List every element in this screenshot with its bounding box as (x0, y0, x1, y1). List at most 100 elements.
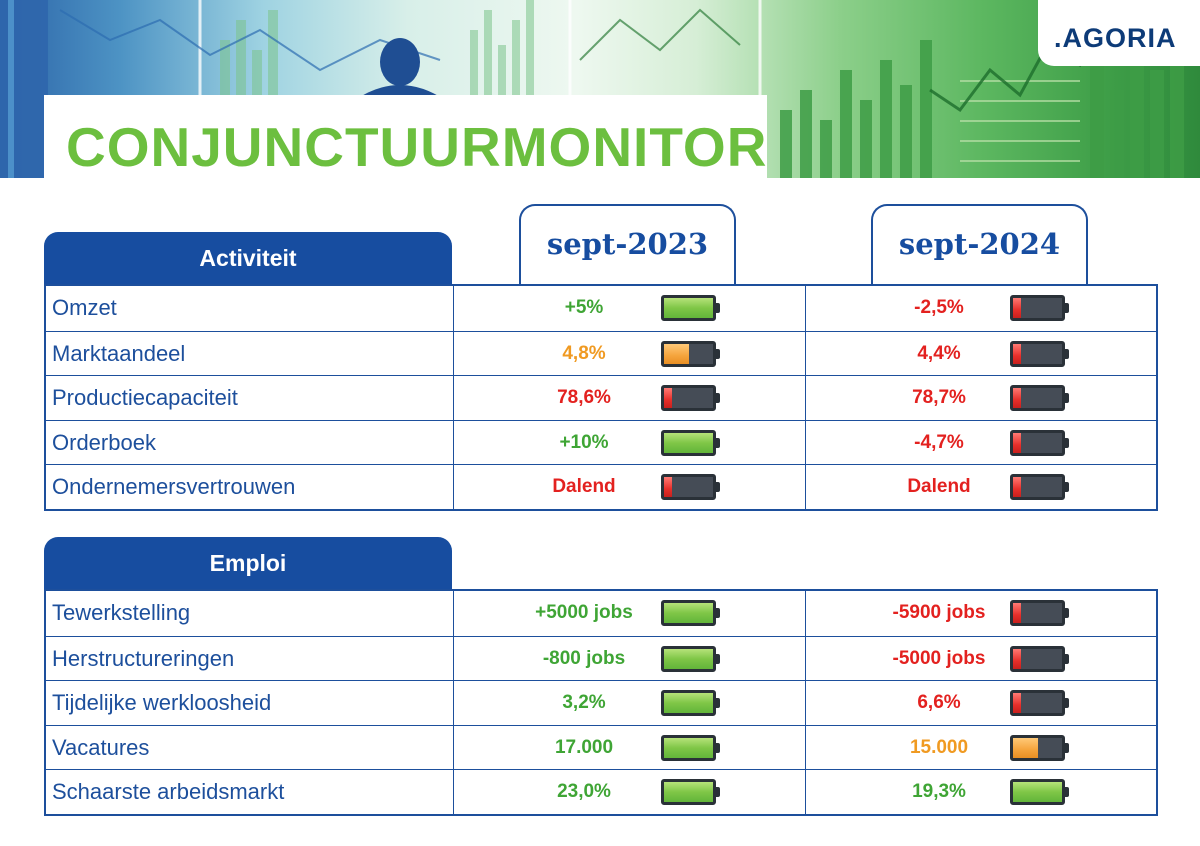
agoria-logo: .AGORIA (1054, 23, 1177, 53)
row-label-cell: Tewerkstelling (46, 591, 454, 636)
battery-fill (1013, 388, 1021, 409)
battery-fill (1013, 648, 1021, 669)
battery-fill (664, 388, 672, 409)
battery-low-icon (1010, 600, 1069, 626)
value-text: 23,0% (557, 781, 611, 803)
title-panel (44, 95, 767, 178)
value-text: 78,7% (912, 387, 966, 409)
value-text: 4,8% (562, 342, 606, 364)
row-label: Orderboek (52, 429, 156, 455)
battery-fill (664, 343, 689, 364)
row-label-cell: Vacatures (46, 725, 454, 770)
battery-full-icon (661, 779, 720, 806)
battery-full-icon (661, 429, 720, 456)
value-cell-sept-2023: 4,8% (454, 331, 806, 376)
value-cell-sept-2023: +5000 jobs (454, 591, 806, 636)
battery-low-icon (1010, 340, 1069, 367)
row-label-cell: Herstructureringen (46, 636, 454, 681)
battery-fill (664, 782, 713, 803)
battery-low-icon (661, 385, 720, 412)
value-cell-sept-2023: 3,2% (454, 681, 806, 725)
battery-low-icon (1010, 429, 1069, 456)
battery-fill (664, 298, 713, 318)
value-text: 6,6% (917, 692, 961, 714)
value-cell-sept-2024: 4,4% (806, 332, 1156, 376)
battery-fill (1013, 603, 1021, 623)
section-header-emploi: Emploi (44, 537, 452, 589)
battery-fill (664, 648, 713, 669)
value-cell-sept-2024: -4,7% (806, 421, 1156, 465)
table-row: Herstructureringen -800 jobs -5000 jobs (46, 635, 1156, 681)
value-text: 4,4% (917, 342, 961, 364)
value-text: 3,2% (562, 692, 606, 714)
battery-full-icon (1010, 779, 1069, 806)
battery-low-icon (661, 474, 720, 501)
value-cell-sept-2024: -2,5% (806, 286, 1156, 331)
row-label: Schaarste arbeidsmarkt (52, 779, 285, 805)
value-text: +5000 jobs (535, 602, 633, 623)
battery-half-icon (661, 340, 720, 367)
banner-illustration (0, 0, 1184, 178)
row-label-cell: Tijdelijke werkloosheid (46, 681, 454, 725)
period-tab-2024: sept-2024 (871, 204, 1088, 285)
row-label-cell: Productiecapaciteit (46, 376, 454, 420)
row-label: Tijdelijke werkloosheid (52, 690, 272, 716)
row-label: Omzet (52, 295, 117, 320)
period-tab-2023: sept-2023 (519, 204, 736, 285)
value-cell-sept-2023: 17.000 (454, 725, 806, 770)
battery-full-icon (661, 690, 720, 717)
battery-fill (664, 737, 713, 758)
battery-fill (664, 693, 713, 714)
battery-fill (1013, 693, 1021, 714)
value-cell-sept-2023: 23,0% (454, 770, 806, 814)
row-label: Tewerkstelling (52, 600, 191, 625)
section-header-activiteit: Activiteit (44, 232, 452, 284)
value-cell-sept-2024: 6,6% (806, 681, 1156, 725)
row-label-cell: Ondernemersvertrouwen (46, 465, 454, 509)
value-text: 78,6% (557, 387, 611, 409)
value-cell-sept-2023: +5% (454, 286, 806, 331)
battery-fill (1013, 737, 1038, 758)
battery-low-icon (1010, 295, 1069, 321)
table-row: Ondernemersvertrouwen Dalend Dalend (46, 464, 1156, 509)
value-cell-sept-2024: 19,3% (806, 770, 1156, 814)
battery-fill (664, 603, 713, 623)
value-text: -4,7% (914, 431, 964, 453)
table-row: Tijdelijke werkloosheid 3,2% 6,6% (46, 680, 1156, 725)
value-cell-sept-2024: 78,7% (806, 376, 1156, 420)
value-text: 15.000 (909, 736, 969, 758)
value-text: -5000 jobs (892, 647, 986, 669)
value-cell-sept-2023: +10% (454, 420, 806, 465)
value-cell-sept-2024: 15.000 (806, 726, 1156, 770)
row-label-cell: Marktaandeel (46, 331, 454, 376)
battery-low-icon (1010, 385, 1069, 412)
battery-full-icon (661, 600, 720, 626)
row-label-cell: Orderboek (46, 420, 454, 465)
row-label-cell: Omzet (46, 286, 454, 331)
value-text: -800 jobs (542, 647, 626, 669)
value-cell-sept-2024: -5000 jobs (806, 637, 1156, 681)
battery-low-icon (1010, 474, 1069, 501)
value-cell-sept-2024: Dalend (806, 465, 1156, 509)
row-label: Herstructureringen (52, 645, 235, 671)
value-text: -2,5% (914, 297, 964, 318)
table-activiteit: Omzet +5% -2,5% Marktaandeel 4,8% 4,4% Product… (44, 284, 1158, 511)
value-cell-sept-2023: -800 jobs (454, 636, 806, 681)
table-row: Schaarste arbeidsmarkt 23,0% 19,3% (46, 769, 1156, 814)
value-text: +5% (564, 297, 604, 318)
battery-fill (664, 477, 672, 498)
row-label: Ondernemersvertrouwen (52, 474, 296, 500)
battery-low-icon (1010, 645, 1069, 672)
value-text: Dalend (552, 476, 616, 498)
battery-fill (1013, 432, 1021, 453)
table-row: Marktaandeel 4,8% 4,4% (46, 330, 1156, 376)
table-row: Productiecapaciteit 78,6% 78,7% (46, 375, 1156, 420)
table-row: Vacatures 17.000 15.000 (46, 724, 1156, 770)
battery-fill (1013, 477, 1021, 498)
battery-full-icon (661, 645, 720, 672)
battery-fill (1013, 298, 1021, 318)
logo-panel (1038, 0, 1200, 66)
table-row: Tewerkstelling +5000 jobs -5900 jobs (46, 591, 1156, 636)
page-title: CONJUNCTUURMONITOR (66, 116, 768, 178)
table-row: Orderboek +10% -4,7% (46, 419, 1156, 465)
